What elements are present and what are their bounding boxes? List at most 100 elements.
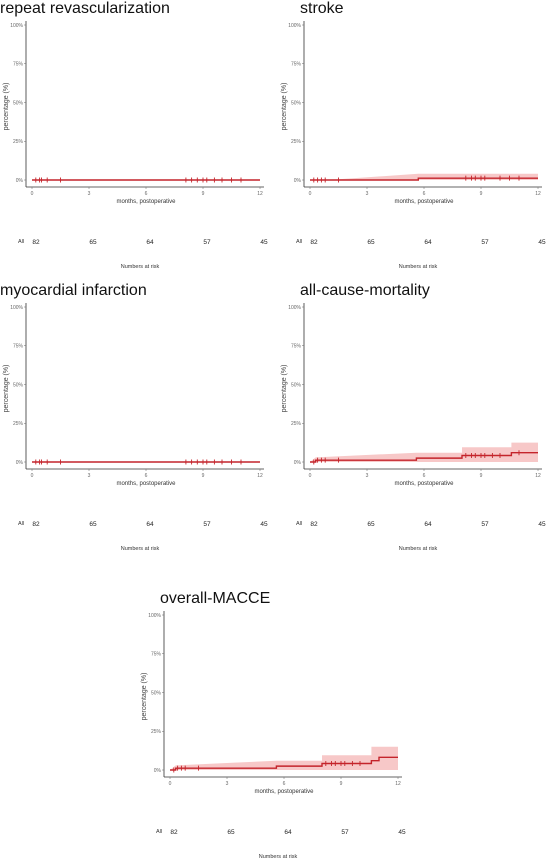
x-tick-label: 12 [535,473,541,479]
risk-group-label: All [296,239,302,245]
x-tick-label: 3 [366,473,369,479]
at-risk-count: 64 [146,521,154,528]
survival-curve [310,177,538,181]
y-tick-label: 50% [13,100,24,106]
at-risk-count: 65 [89,521,97,528]
chart-svg: 0% 25% 50% 75% 100% 0 3 6 9 12 percentage (%) month… [3,21,268,270]
at-risk-count: 65 [89,239,97,246]
chart-panel-all-cause-mortality: all-cause-mortality 0% 25% 50% 75% 100% 0 3 6 9 1… [278,282,548,552]
chart-panel-repeat-revascularization: repeat revascularization 0% 25% 50% 75% 100%… [0,0,270,270]
chart-title: stroke [300,0,344,17]
x-tick-label: 12 [257,473,263,479]
x-tick-label: 0 [309,473,312,479]
at-risk-count: 64 [146,239,154,246]
x-axis-label: months, postoperative [254,789,314,795]
at-risk-count: 65 [227,829,235,836]
x-tick-label: 12 [395,781,401,787]
at-risk-count: 57 [341,829,349,836]
x-tick-label: 9 [202,191,205,197]
at-risk-count: 82 [170,829,178,836]
x-tick-label: 9 [480,191,483,197]
chart-title: overall-MACCE [160,590,271,607]
at-risk-count: 45 [538,521,546,528]
x-tick-label: 0 [31,191,34,197]
chart-panel-stroke: stroke 0% 25% 50% 75% 100% 0 3 6 9 12 percentage (… [278,0,548,270]
risk-table-title: Numbers at risk [399,264,438,270]
y-axis-label: percentage (%) [3,83,10,131]
risk-table-title: Numbers at risk [121,546,160,552]
x-tick-label: 3 [366,191,369,197]
x-tick-label: 6 [283,781,286,787]
y-tick-label: 100% [288,23,301,29]
y-tick-label: 25% [13,139,24,145]
chart-svg: 0% 25% 50% 75% 100% 0 3 6 9 12 percentage (%) month… [141,611,406,860]
at-risk-count: 64 [424,521,432,528]
at-risk-count: 57 [481,521,489,528]
survival-curve [170,756,398,771]
y-tick-label: 0% [294,178,302,184]
y-tick-label: 75% [291,344,302,350]
x-tick-label: 9 [480,473,483,479]
y-tick-label: 25% [291,421,302,427]
y-tick-label: 100% [148,613,161,619]
at-risk-count: 82 [310,521,318,528]
confidence-band [310,442,538,462]
y-tick-label: 100% [10,305,23,311]
risk-table-title: Numbers at risk [121,264,160,270]
at-risk-count: 57 [203,521,211,528]
chart-title: repeat revascularization [0,0,170,17]
x-tick-label: 6 [145,473,148,479]
y-tick-label: 0% [154,768,162,774]
x-tick-label: 0 [169,781,172,787]
at-risk-count: 65 [367,239,375,246]
at-risk-count: 57 [203,239,211,246]
risk-group-label: All [156,829,162,835]
y-tick-label: 25% [13,421,24,427]
risk-group-label: All [18,239,24,245]
y-tick-label: 50% [291,100,302,106]
at-risk-count: 82 [310,239,318,246]
chart-title: all-cause-mortality [300,282,430,299]
risk-table-title: Numbers at risk [399,546,438,552]
risk-group-label: All [296,521,302,527]
y-tick-label: 25% [291,139,302,145]
x-axis-label: months, postoperative [394,199,454,205]
y-tick-label: 50% [13,382,24,388]
y-tick-label: 50% [291,382,302,388]
chart-panel-myocardial-infarction: myocardial infarction 0% 25% 50% 75% 100% 0 3 6… [0,282,270,552]
x-tick-label: 3 [226,781,229,787]
y-axis-label: percentage (%) [141,673,148,721]
risk-group-label: All [18,521,24,527]
y-tick-label: 75% [291,62,302,68]
y-tick-label: 25% [151,729,162,735]
y-tick-label: 0% [16,460,24,466]
x-axis-label: months, postoperative [394,481,454,487]
at-risk-count: 65 [367,521,375,528]
y-tick-label: 0% [16,178,24,184]
at-risk-count: 82 [32,521,40,528]
risk-table-title: Numbers at risk [259,854,298,860]
at-risk-count: 64 [284,829,292,836]
survival-curve [310,451,538,463]
at-risk-count: 82 [32,239,40,246]
y-tick-label: 75% [13,62,24,68]
chart-svg: 0% 25% 50% 75% 100% 0 3 6 9 12 percentage (%) month… [281,303,546,552]
y-tick-label: 75% [13,344,24,350]
y-axis-label: percentage (%) [281,83,288,131]
x-tick-label: 6 [145,191,148,197]
at-risk-count: 45 [260,521,268,528]
y-axis-label: percentage (%) [3,365,10,413]
at-risk-count: 45 [398,829,406,836]
at-risk-count: 57 [481,239,489,246]
y-tick-label: 100% [10,23,23,29]
x-tick-label: 6 [423,473,426,479]
x-tick-label: 12 [535,191,541,197]
at-risk-count: 64 [424,239,432,246]
x-tick-label: 9 [340,781,343,787]
y-axis-label: percentage (%) [281,365,288,413]
at-risk-count: 45 [538,239,546,246]
y-tick-label: 50% [151,690,162,696]
confidence-band [310,173,538,180]
y-tick-label: 100% [288,305,301,311]
chart-svg: 0% 25% 50% 75% 100% 0 3 6 9 12 percentage (%) month… [3,303,268,552]
